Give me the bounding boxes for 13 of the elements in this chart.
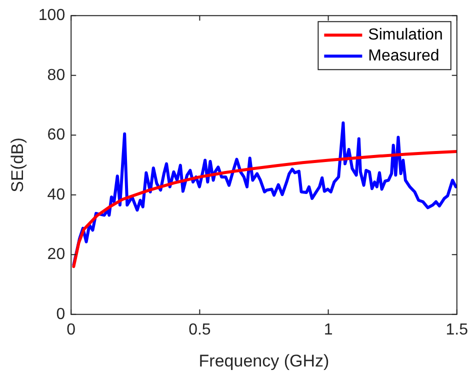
x-axis-title: Frequency (GHz) (198, 351, 330, 370)
y-axis-title: SE(dB) (8, 138, 27, 192)
y-tick-label: 80 (47, 66, 66, 84)
x-tick-label: 1.5 (446, 321, 468, 338)
legend-label: Measured (368, 48, 440, 65)
y-tick-label: 100 (38, 7, 66, 24)
x-tick-label: 1 (324, 321, 333, 338)
y-tick-label: 40 (47, 186, 66, 204)
y-tick-label: 0 (56, 306, 66, 323)
x-tick-label: 0.5 (188, 321, 211, 338)
y-tick-label: 20 (47, 246, 66, 264)
legend-label: Simulation (368, 26, 443, 44)
y-tick-label: 60 (47, 126, 66, 144)
